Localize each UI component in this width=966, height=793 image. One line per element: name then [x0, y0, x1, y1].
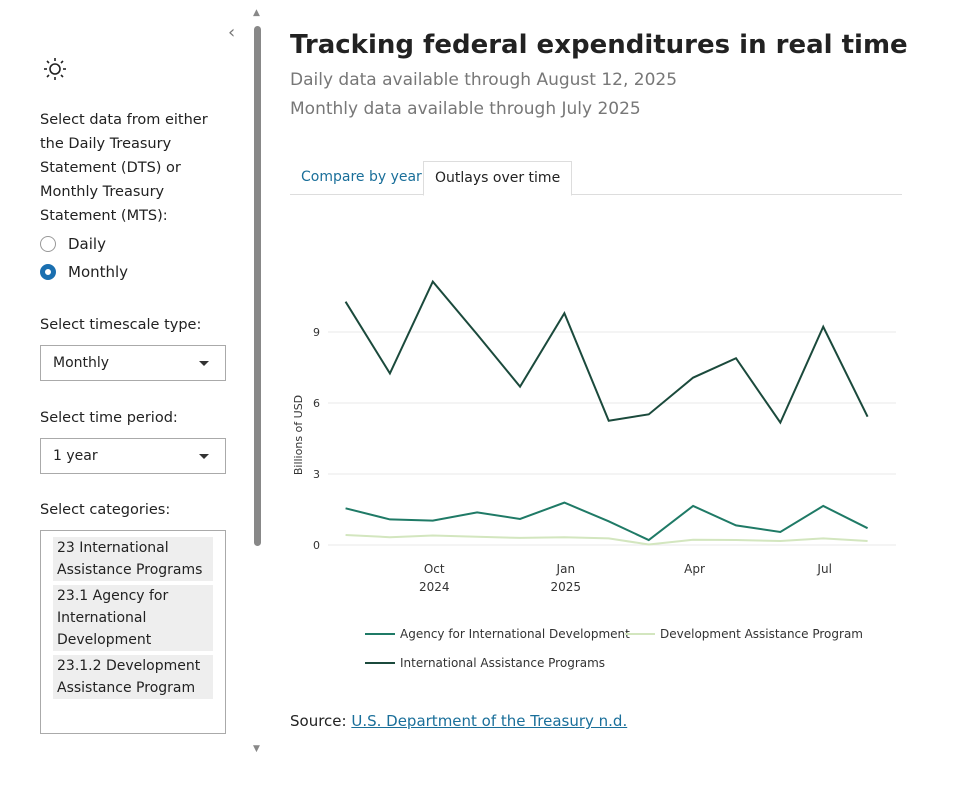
scroll-down-icon[interactable]: ▼ — [253, 744, 260, 754]
tab-outlays-over-time[interactable]: Outlays over time — [423, 161, 573, 196]
sidebar: ‹ Select data from either the Daily Trea… — [0, 0, 252, 793]
source-label: Select data from either the Daily Treasu… — [40, 112, 208, 224]
y-tick-label: 9 — [313, 326, 320, 339]
source-prefix: Source: — [290, 712, 352, 730]
source-note: Source: U.S. Department of the Treasury … — [290, 712, 627, 730]
x-tick-label: Oct — [424, 562, 445, 576]
legend-label: International Assistance Programs — [400, 656, 605, 670]
radio-label: Monthly — [68, 263, 129, 281]
legend-label: Development Assistance Program — [660, 627, 863, 641]
timescale-label: Select timescale type: — [40, 317, 202, 333]
legend-label: Agency for International Development — [400, 627, 630, 641]
categories-label: Select categories: — [40, 502, 171, 518]
period-label: Select time period: — [40, 410, 178, 426]
sidebar-scrollbar[interactable]: ▲ ▼ — [252, 8, 264, 758]
radio-label: Daily — [68, 235, 106, 253]
source-link[interactable]: U.S. Department of the Treasury n.d. — [351, 712, 628, 730]
x-tick-label: Jul — [816, 562, 831, 576]
line-chart: 0 3 6 9 Billions of USD Oct 2024 Jan 2025 Apr Jul A… — [292, 279, 896, 670]
series-line — [345, 534, 868, 546]
series-line — [345, 501, 869, 542]
period-select[interactable]: 1 year — [40, 438, 226, 474]
tab-bar: Compare by year Outlays over time — [290, 161, 902, 196]
tab-compare-by-year[interactable]: Compare by year — [301, 169, 422, 185]
scroll-up-icon[interactable]: ▲ — [253, 8, 260, 18]
category-chip[interactable]: 23 International Assistance Programs — [53, 537, 213, 581]
x-tick-sublabel: 2025 — [551, 580, 582, 594]
scrollbar-thumb[interactable] — [254, 26, 261, 546]
page-title: Tracking federal expenditures in real ti… — [290, 30, 908, 60]
y-tick-label: 0 — [313, 539, 320, 552]
timescale-select[interactable]: Monthly — [40, 345, 226, 381]
y-tick-label: 3 — [313, 468, 320, 481]
daily-note: Daily data available through August 12, … — [290, 70, 678, 90]
category-chip[interactable]: 23.1.2 Development Assistance Program — [53, 655, 213, 699]
series-line — [344, 279, 869, 425]
y-tick-label: 6 — [313, 397, 320, 410]
radio-button[interactable] — [40, 264, 56, 280]
monthly-note: Monthly data available through July 2025 — [290, 99, 641, 119]
radio-button[interactable] — [40, 236, 56, 252]
category-chip[interactable]: 23.1 Agency for International Developmen… — [53, 585, 213, 651]
categories-select[interactable]: 23 International Assistance Programs 23.… — [40, 530, 226, 734]
radio-daily[interactable]: Daily — [40, 235, 106, 253]
sun-icon[interactable] — [44, 58, 66, 80]
radio-monthly[interactable]: Monthly — [40, 263, 128, 281]
x-tick-label: Apr — [684, 562, 705, 576]
x-tick-sublabel: 2024 — [419, 580, 450, 594]
chevron-left-icon[interactable]: ‹ — [228, 22, 236, 43]
y-axis-label: Billions of USD — [292, 395, 305, 475]
x-tick-label: Jan — [556, 562, 576, 576]
